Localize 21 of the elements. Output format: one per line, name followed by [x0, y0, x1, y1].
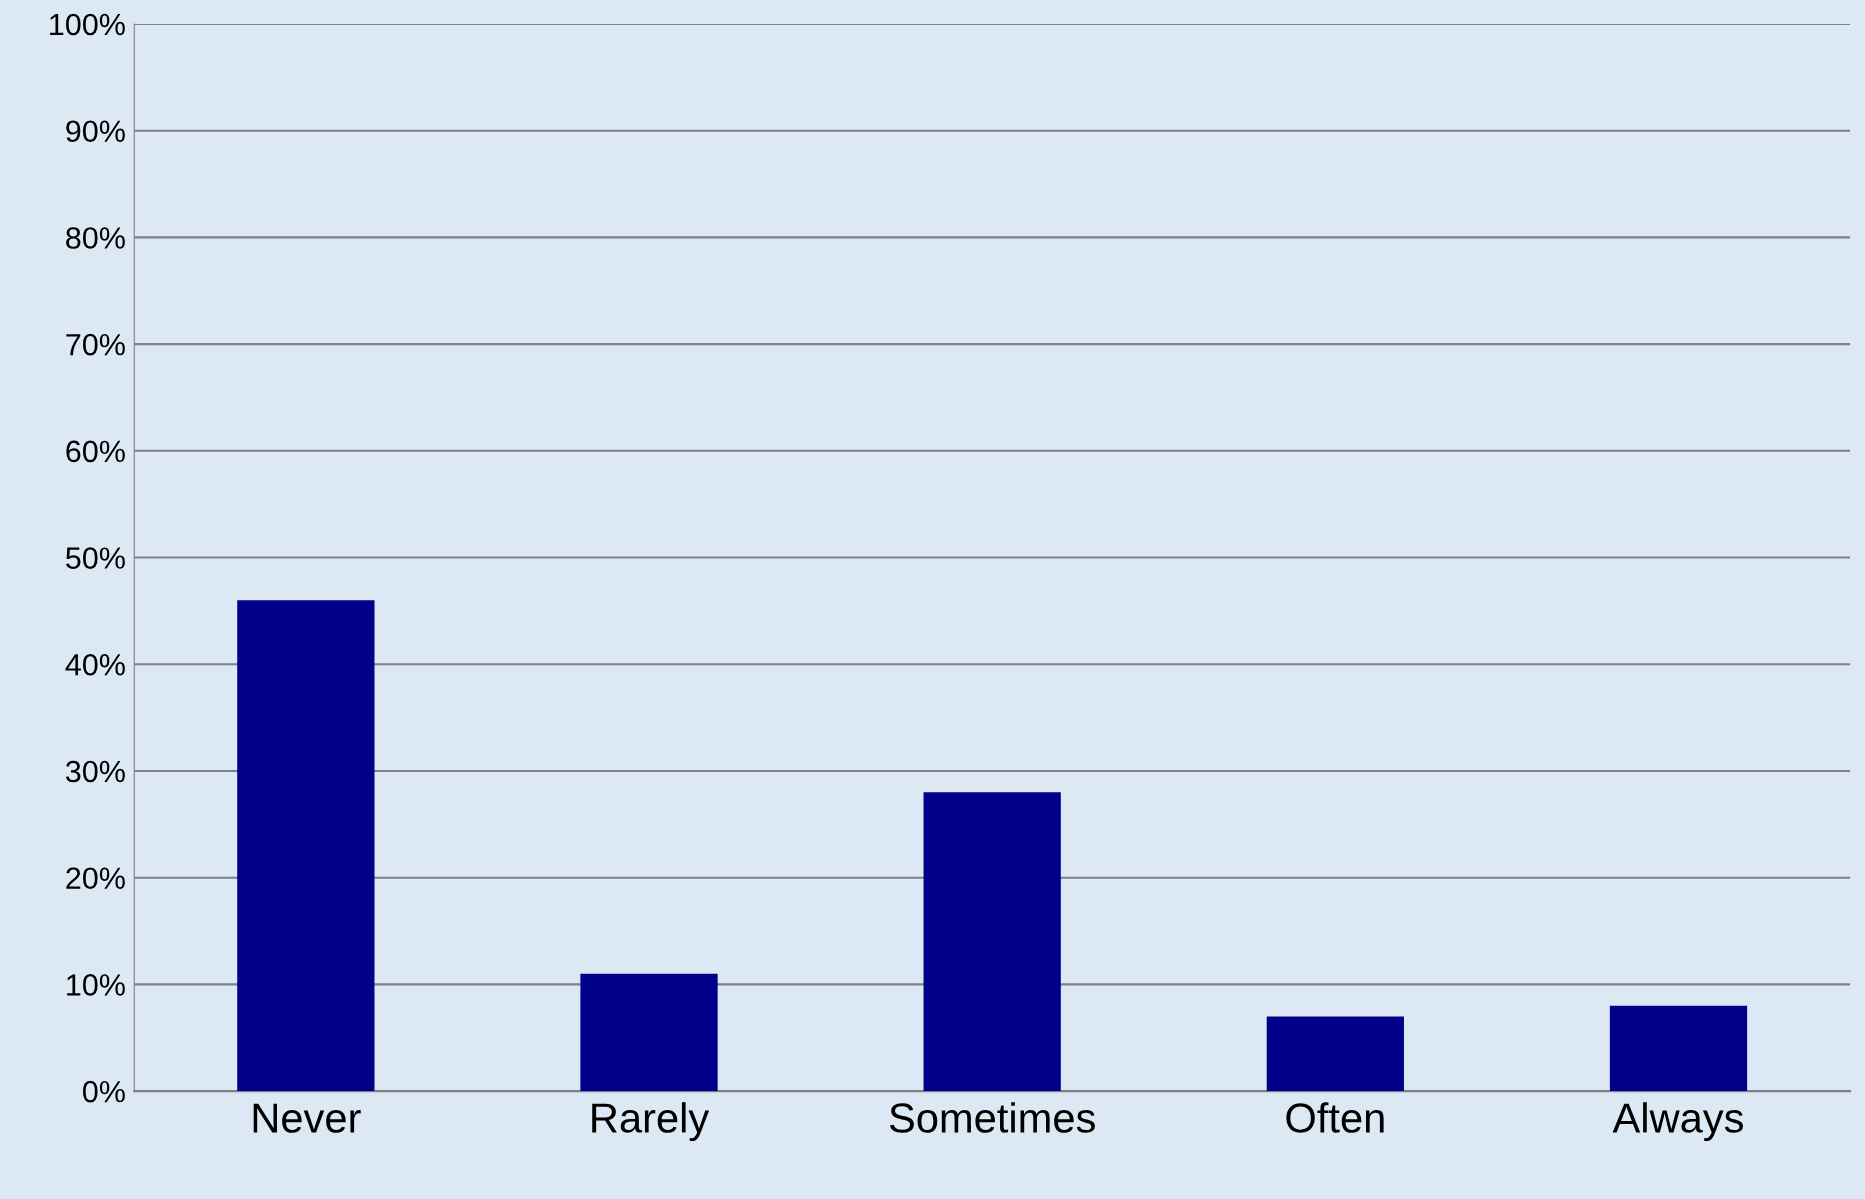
y-tick-label: 50%: [66, 547, 125, 569]
x-tick-label: Sometimes: [889, 1102, 1095, 1133]
bar: [923, 792, 1061, 1092]
bar: [1609, 1005, 1748, 1092]
y-tick-label: 80%: [66, 227, 125, 249]
y-tick-label: 20%: [66, 867, 125, 890]
bar: [580, 973, 718, 1092]
y-tick-label: 70%: [66, 333, 125, 356]
y-tick-label: 60%: [66, 440, 125, 463]
y-tick-label: 100%: [50, 13, 125, 36]
x-tick-label: Always: [1612, 1102, 1743, 1142]
y-tick-label: 0%: [82, 1080, 125, 1103]
bar: [1266, 1016, 1404, 1092]
y-tick-label: 30%: [65, 760, 125, 783]
x-tick-label: Often: [1286, 1102, 1384, 1133]
y-tick-label: 40%: [65, 653, 125, 676]
bar: [237, 600, 375, 1092]
x-tick-label: Rarely: [592, 1102, 710, 1142]
y-tick-label: 10%: [67, 974, 125, 996]
y-tick-label: 90%: [66, 120, 125, 143]
x-tick-label: Never: [253, 1103, 361, 1133]
